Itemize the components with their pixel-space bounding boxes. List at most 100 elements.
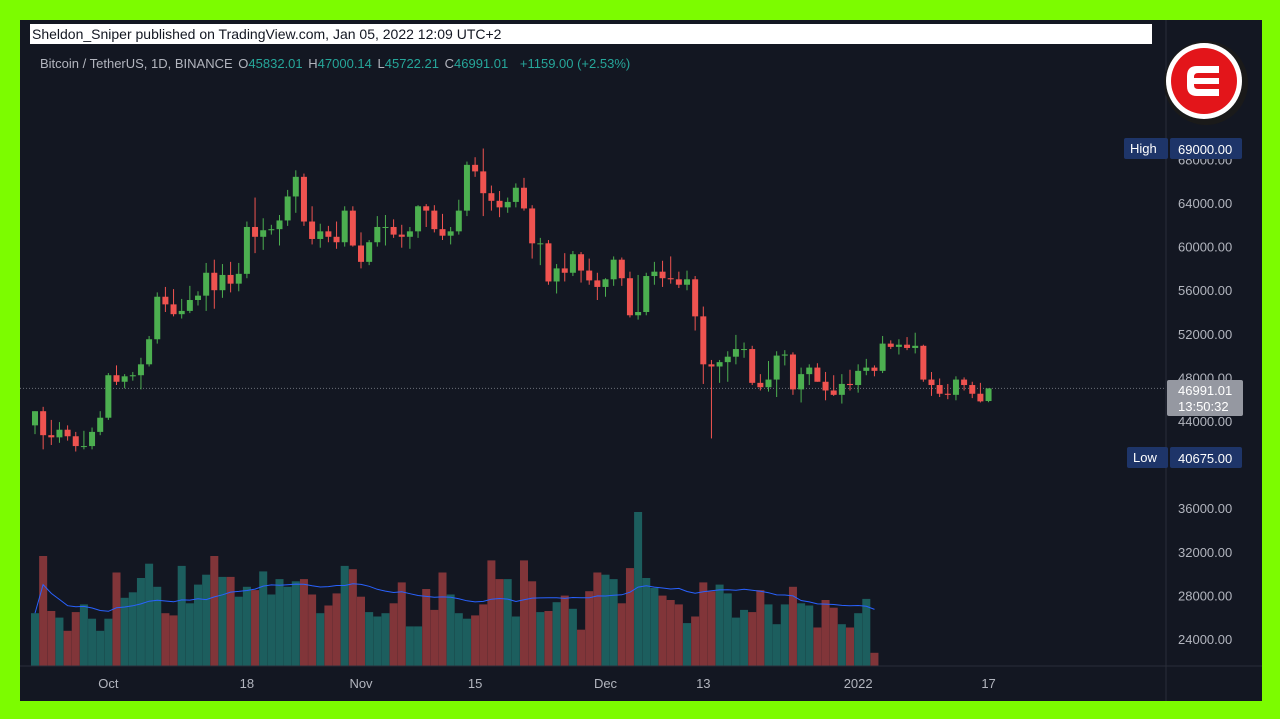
candle-body xyxy=(936,385,943,394)
candle-body xyxy=(724,356,731,363)
candle xyxy=(300,173,307,226)
candle-body xyxy=(447,231,454,236)
volume-bar xyxy=(136,578,145,666)
price-tick-label: 36000.00 xyxy=(1178,501,1232,516)
volume-bar xyxy=(381,613,390,666)
volume-bar xyxy=(373,616,382,666)
volume-bar xyxy=(202,574,211,666)
candle xyxy=(358,232,364,269)
candle xyxy=(985,388,992,403)
volume-bar xyxy=(756,590,765,666)
candle-body xyxy=(472,164,479,172)
candle xyxy=(121,374,128,389)
volume-bar xyxy=(829,607,838,666)
volume-bar xyxy=(218,576,227,666)
candle-body xyxy=(765,379,772,388)
candle-body xyxy=(708,364,715,367)
candle xyxy=(700,306,707,384)
candle-body xyxy=(684,279,690,285)
candle xyxy=(895,339,902,355)
candle xyxy=(284,189,291,226)
time-tick-label: 18 xyxy=(240,676,254,691)
candle xyxy=(855,364,862,393)
volume-bar xyxy=(275,579,284,666)
volume-bar xyxy=(291,581,300,666)
candle-body xyxy=(887,343,894,347)
published-caption: Sheldon_Sniper published on TradingView.… xyxy=(30,24,1152,44)
volume-bar xyxy=(854,613,863,666)
candle xyxy=(977,382,984,403)
high-label-legend: H xyxy=(308,56,318,71)
candle-body xyxy=(618,259,625,279)
volume-bar xyxy=(405,626,414,666)
candle-body xyxy=(496,200,503,208)
volume-bar xyxy=(707,591,716,666)
candle xyxy=(243,221,250,279)
symbol-name: Bitcoin / TetherUS, 1D, BINANCE xyxy=(40,56,233,71)
volume-bar xyxy=(438,572,447,666)
volume-bar xyxy=(251,590,260,666)
candle-body xyxy=(838,383,845,395)
volume-bar xyxy=(658,595,667,666)
candle xyxy=(537,237,544,266)
candle-body xyxy=(423,206,430,211)
candle-body xyxy=(170,304,177,315)
candle xyxy=(455,199,462,235)
volume-bar xyxy=(788,586,797,666)
candle xyxy=(154,292,161,344)
candle xyxy=(382,214,389,246)
volume-bar xyxy=(625,568,634,666)
candle-body xyxy=(798,374,805,390)
volume-bar xyxy=(666,600,675,666)
candle-body xyxy=(879,343,886,371)
volume-bar xyxy=(332,593,341,666)
volume-bar xyxy=(299,579,308,666)
candle xyxy=(56,422,63,443)
candle xyxy=(708,359,715,439)
candle xyxy=(203,262,210,311)
candle xyxy=(32,411,38,435)
candle-body xyxy=(146,339,153,365)
candle-body xyxy=(512,187,519,202)
volume-bar xyxy=(764,604,773,666)
candle xyxy=(871,365,878,377)
volume-bar xyxy=(683,623,691,666)
candle-body xyxy=(113,375,120,382)
volume-bar xyxy=(104,618,113,666)
candle-body xyxy=(309,221,316,239)
candle xyxy=(211,259,218,309)
candle xyxy=(374,216,381,247)
price-tick-label: 24000.00 xyxy=(1178,632,1232,647)
candle-body xyxy=(260,230,267,237)
candle-body xyxy=(317,231,324,239)
candle-body xyxy=(716,362,723,367)
candle-body xyxy=(578,254,585,271)
candle-body xyxy=(863,367,870,371)
candle xyxy=(260,218,267,250)
candle-body xyxy=(651,271,658,277)
candle xyxy=(724,351,731,382)
candle-body xyxy=(749,349,756,383)
candle-body xyxy=(830,390,837,395)
candle xyxy=(186,285,193,314)
candle xyxy=(847,369,853,391)
candle xyxy=(40,406,47,450)
candle-body xyxy=(928,379,935,386)
candle xyxy=(757,374,764,391)
candle-body xyxy=(700,316,707,365)
candle xyxy=(447,226,454,245)
candle xyxy=(276,214,283,246)
candle-body xyxy=(292,176,299,197)
candle xyxy=(879,335,886,374)
candle-body xyxy=(186,300,193,311)
candle xyxy=(659,260,666,287)
candle xyxy=(749,345,756,386)
candle-body xyxy=(129,375,136,377)
candle-body xyxy=(358,245,364,262)
volume-bar xyxy=(699,582,708,666)
candle xyxy=(626,271,633,318)
candle-body xyxy=(105,375,112,418)
volume-bar xyxy=(715,584,724,666)
volume-bar xyxy=(487,560,496,666)
